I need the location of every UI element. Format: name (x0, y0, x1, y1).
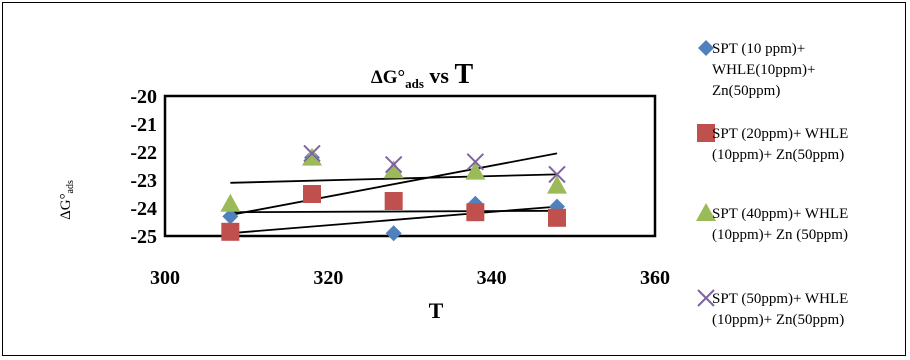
legend-marker-series-1 (698, 40, 714, 56)
legend-label-series-2: (10ppm)+ Zn(50ppm) (712, 147, 844, 163)
plot-area (163, 94, 657, 238)
data-point-series-3 (465, 161, 486, 180)
legend-label-series-2: SPT (20ppm)+ WHLE (712, 126, 848, 142)
y-tick-label: -24 (130, 198, 157, 220)
legend-label-series-1: Zn(50ppm) (712, 83, 780, 99)
chart-title: ΔG°ads vs T (371, 59, 474, 91)
trend-line-series-3 (230, 152, 558, 216)
x-marker-stroke (384, 155, 403, 174)
y-tick-label: -25 (130, 226, 157, 248)
data-point-series-3 (220, 193, 241, 212)
y-tick-label: -23 (130, 170, 157, 192)
legend-label-series-4: (10ppm)+ Zn(50ppm) (712, 312, 844, 328)
trend-line-series-4 (230, 173, 558, 184)
y-tick-label: -20 (130, 86, 157, 108)
legend-label-series-3: SPT (40ppm)+ WHLE (712, 206, 848, 222)
data-point-series-2 (384, 192, 403, 210)
y-tick-label: -22 (130, 142, 157, 164)
legend-label-series-3: (10ppm)+ Zn (50ppm) (712, 227, 848, 243)
chart-title-big: T (454, 59, 473, 90)
data-point-series-2 (221, 222, 240, 241)
x-marker-stroke (697, 289, 715, 307)
chart-title-main: ΔG° (371, 67, 405, 88)
x-marker-stroke (303, 144, 321, 163)
legend-label-series-4: SPT (50ppm)+ WHLE (712, 291, 848, 307)
trend-line-series-2 (230, 205, 558, 235)
x-tick-label: 340 (477, 267, 507, 289)
data-point-series-2 (303, 185, 321, 203)
x-tick-label: 320 (313, 267, 343, 289)
y-axis-label-main: ΔG° (58, 193, 74, 219)
chart-title-sub: ads (405, 76, 424, 91)
legend-marker-series-2 (697, 124, 715, 142)
x-tick-label: 300 (150, 267, 180, 289)
legend-marker-series-4 (697, 289, 715, 307)
x-marker-stroke (466, 153, 485, 171)
data-point-series-4 (303, 144, 321, 163)
data-point-series-2 (466, 203, 485, 222)
legend-marker-series-3 (696, 203, 716, 221)
data-point-series-2 (548, 208, 566, 227)
legend-label-series-1: WHLE(10ppm)+ (712, 62, 815, 78)
data-point-series-4 (384, 155, 403, 174)
x-marker-stroke (548, 165, 566, 184)
legend-label-series-1: SPT (10 ppm)+ (712, 41, 805, 57)
data-point-series-3 (547, 175, 567, 194)
chart-title-tail: vs (424, 63, 455, 88)
x-tick-label: 360 (640, 267, 670, 289)
x-axis-label: T (429, 298, 444, 323)
data-point-series-4 (548, 165, 566, 184)
data-point-series-1 (222, 208, 239, 225)
data-point-series-3 (302, 147, 322, 166)
data-point-series-4 (466, 153, 485, 171)
data-point-series-3 (383, 160, 404, 179)
y-axis-label-sub: ads (65, 180, 76, 193)
data-point-series-1 (385, 225, 402, 242)
y-tick-label: -21 (130, 114, 157, 136)
y-axis-label: ΔG°ads (58, 180, 76, 220)
